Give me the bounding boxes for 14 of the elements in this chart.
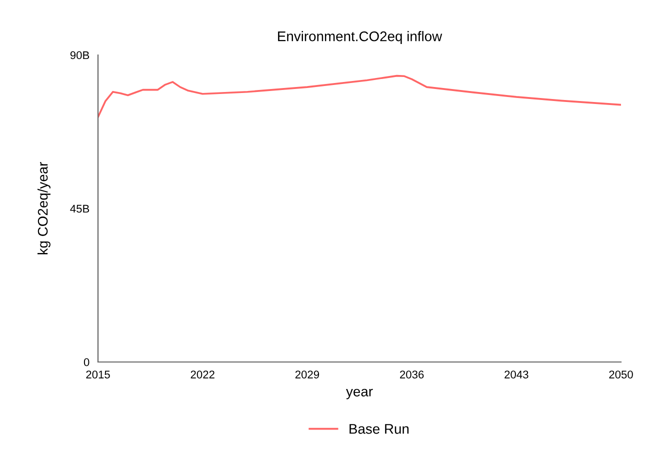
x-tick-label: 2050 [609,370,633,378]
x-tick-label: 2036 [400,370,424,378]
line-series [98,74,621,118]
chart-title: Environment.CO2eq inflow [278,31,442,44]
y-tick-label: 90B [70,51,90,60]
x-tick-label: 2043 [504,370,528,378]
x-tick-label: 2022 [190,370,214,378]
x-tick-label: 2015 [86,370,110,378]
x-tick-label: 2029 [295,370,320,378]
x-axis-title: year [346,388,373,400]
y-tick-label: 45B [70,204,90,213]
legend-label: Base Run [350,424,409,434]
y-axis-title: kg CO2eq/year [38,162,50,254]
y-tick-label: 0 [84,358,90,366]
